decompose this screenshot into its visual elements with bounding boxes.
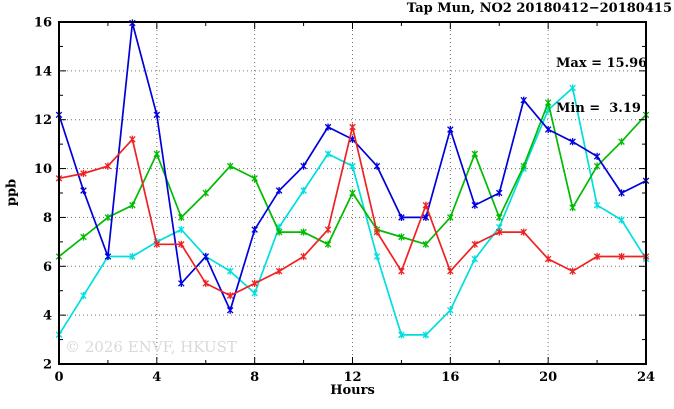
y-axis-label: ppb [4,178,20,207]
plot-border [58,21,647,365]
y-tick-label: 8 [43,211,52,226]
watermark: © 2026 ENVF, HKUST [65,338,237,356]
x-tick-label: 0 [54,370,63,385]
x-tick-label: 20 [539,370,557,385]
x-tick-label: 8 [250,370,259,385]
legend-min-line: Min = 3.19 [556,101,641,116]
x-tick-label: 24 [637,370,655,385]
x-tick-label: 16 [441,370,459,385]
y-tick-label: 10 [34,162,52,177]
y-tick-label: 6 [43,260,52,275]
chart-title: Tap Mun, NO2 20180412−20180415 [406,1,672,16]
y-tick-label: 2 [43,358,52,373]
y-tick-label: 4 [43,309,52,324]
y-tick-label: 16 [34,16,52,31]
x-tick-label: 12 [343,370,361,385]
y-tick-label: 14 [34,64,52,79]
y-tick-label: 12 [34,113,52,128]
legend-max-line: Max = 15.96 [556,56,648,71]
x-axis-label: Hours [330,383,375,398]
legend-maxmin: Max = 15.96 Min = 3.19 [556,26,647,146]
x-tick-label: 4 [152,370,161,385]
